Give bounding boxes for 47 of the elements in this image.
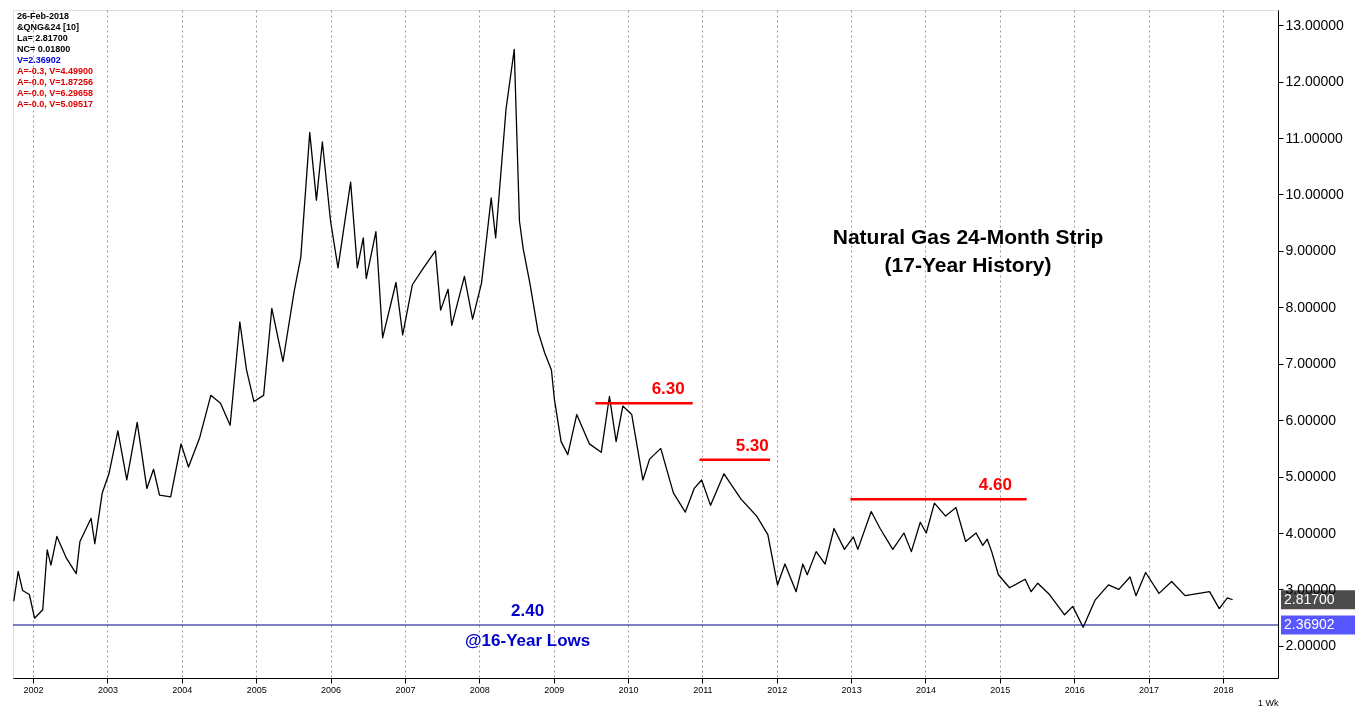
- y-tick-label: 2.00000: [1285, 637, 1337, 654]
- annotation: 6.30: [651, 379, 685, 399]
- x-tick-label: 2015: [990, 684, 1011, 695]
- y-tick-label: 12.00000: [1285, 73, 1345, 90]
- annotation: A=-0.3, V=4.49900: [17, 66, 94, 76]
- annotation: 2.40: [511, 601, 545, 621]
- x-tick-label: 2007: [395, 684, 416, 695]
- x-tick-label: 2012: [767, 684, 788, 695]
- line-series: [13, 48, 1234, 628]
- y-tick-label: 6.00000: [1285, 411, 1337, 428]
- ref-line-label: 2.36902: [1284, 616, 1335, 633]
- x-tick-label: 2002: [23, 684, 44, 695]
- x-tick-label: 2004: [172, 684, 193, 695]
- x-tick-label: 2010: [618, 684, 639, 695]
- x-tick-label: 2013: [841, 684, 862, 695]
- annotation: A=-0.0, V=6.29658: [17, 88, 94, 98]
- y-tick-label: 5.00000: [1285, 468, 1337, 485]
- x-tick-label: 2017: [1139, 684, 1160, 695]
- y-tick-label: 9.00000: [1285, 242, 1337, 259]
- text: Natural Gas 24-Month Strip: [832, 225, 1104, 248]
- y-tick-label: 8.00000: [1285, 298, 1337, 315]
- x-tick-label: 2014: [915, 684, 937, 695]
- x-tick-label: 2011: [693, 684, 713, 695]
- text: (17-Year History): [884, 253, 1052, 276]
- annotation: &QNG&24 [10]: [17, 22, 80, 32]
- annotation: @16-Year Lows: [465, 631, 591, 651]
- y-tick-label: 4.00000: [1285, 524, 1337, 541]
- annotation: 26-Feb-2018: [17, 11, 70, 21]
- annotation: NC= 0.01800: [17, 44, 71, 54]
- annotation: 5.30: [735, 435, 769, 455]
- annotation: A=-0.0, V=5.09517: [17, 99, 94, 109]
- x-tick-label: 2005: [246, 684, 267, 695]
- x-tick-label: 2009: [544, 684, 565, 695]
- y-tick-label: 7.00000: [1285, 355, 1337, 372]
- annotation: 4.60: [978, 475, 1012, 495]
- y-tick-label: 10.00000: [1285, 185, 1345, 202]
- y-tick-label: 13.00000: [1285, 16, 1345, 33]
- x-tick-label: 2003: [97, 684, 118, 695]
- annotation: A=-0.0, V=1.87256: [17, 77, 94, 87]
- y-tick-label: 11.00000: [1285, 129, 1344, 146]
- x-axis-title: 1 Wk: [1257, 697, 1279, 708]
- annotation: La= 2.81700: [17, 33, 68, 43]
- annotation: V=2.36902: [17, 55, 61, 65]
- x-tick-label: 2018: [1213, 684, 1234, 695]
- x-tick-label: 2008: [469, 684, 490, 695]
- x-tick-label: 2006: [321, 684, 342, 695]
- x-tick-label: 2016: [1064, 684, 1085, 695]
